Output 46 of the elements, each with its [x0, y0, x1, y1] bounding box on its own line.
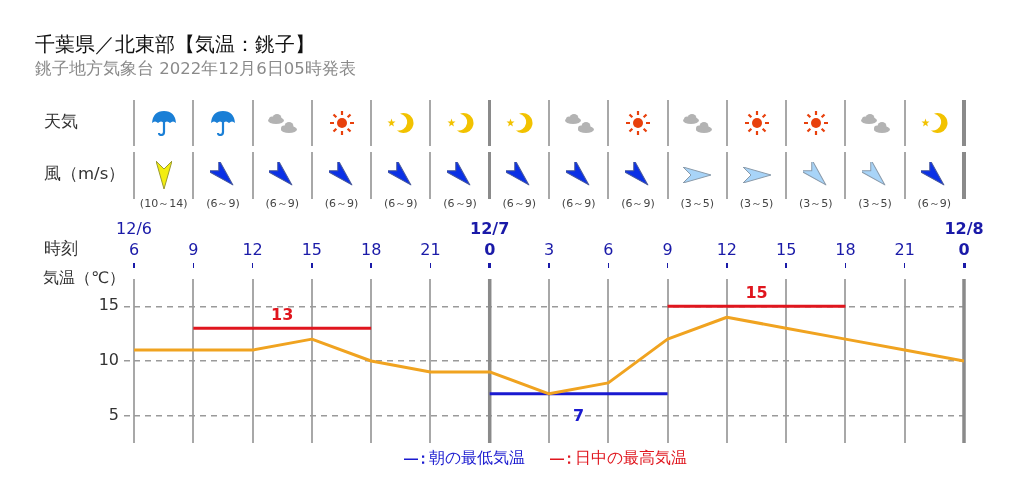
x-tick-label: 12	[716, 239, 738, 259]
legend-label: 朝の最低気温	[429, 449, 525, 467]
x-tick-label: 6	[603, 239, 614, 259]
x-tick-label: 12	[242, 239, 263, 259]
x2-tick-label: 12/7	[470, 218, 510, 238]
text: (3～5)	[858, 196, 892, 210]
x-tick-label: 0	[958, 239, 970, 259]
y-axis-title: 気温（℃）	[43, 268, 125, 288]
y-tick-label: 5	[108, 404, 119, 424]
text: (6～9)	[917, 196, 952, 210]
x-tick-label: 3	[543, 239, 555, 259]
text: (6～9)	[383, 196, 418, 210]
text: (6～9)	[621, 196, 655, 210]
text: 天気	[44, 112, 78, 132]
x-tick-label: 9	[662, 239, 673, 259]
x-tick-label: 21	[420, 239, 441, 259]
x-tick-label: 15	[775, 239, 797, 259]
y-tick-label: 15	[98, 295, 119, 315]
x-tick-label: 18	[835, 239, 856, 259]
text: (3～5)	[680, 196, 715, 210]
x-tick-label: 21	[894, 239, 915, 259]
text: (6～9)	[206, 196, 240, 210]
text: (3～5)	[739, 196, 774, 210]
chart-title: 千葉県／北東部【気温：銚子】	[35, 31, 315, 57]
x2-tick-label: 12/8	[944, 218, 984, 238]
x-tick-label: 18	[360, 239, 382, 259]
x2-tick-label: 12/6	[116, 218, 152, 238]
text: (6～9)	[324, 196, 359, 210]
annotation: 13	[271, 305, 294, 325]
text: (6～9)	[561, 196, 596, 210]
x-axis-title: 時刻	[44, 239, 78, 259]
text: (3～5)	[798, 196, 833, 210]
chart-subtitle: 銚子地方気象台 2022年12月6日05時発表	[35, 58, 356, 80]
legend-label: 日中の最高気温	[575, 449, 687, 467]
text: (10～14)	[139, 196, 188, 210]
annotation: 7	[573, 405, 585, 425]
text: (6～9)	[502, 196, 537, 210]
annotation: 15	[745, 283, 768, 303]
text: 風（m/s）	[44, 164, 126, 184]
x-tick-label: 15	[301, 239, 323, 259]
y-tick-label: 10	[98, 350, 119, 370]
x-tick-label: 0	[484, 239, 496, 259]
text: (6～9)	[265, 196, 300, 210]
text: (6～9)	[443, 196, 477, 210]
x-tick-label: 6	[128, 239, 140, 259]
x-tick-label: 9	[188, 239, 199, 259]
